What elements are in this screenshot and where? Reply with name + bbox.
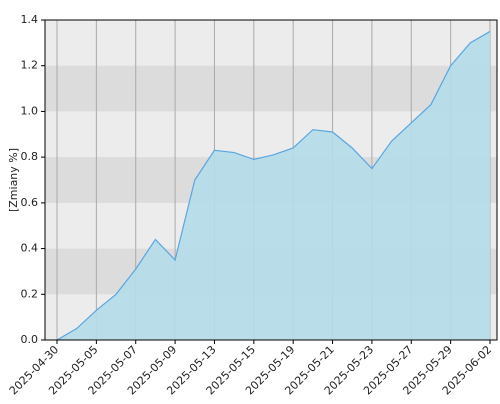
y-tick-label: 0.8 — [21, 150, 39, 163]
y-axis-label: [Zmiany %] — [7, 148, 20, 212]
y-tick-label: 0.4 — [21, 242, 39, 255]
y-tick-label: 1.4 — [21, 13, 39, 26]
y-tick-label: 0.2 — [21, 287, 39, 300]
y-tick-label: 1.0 — [21, 104, 39, 117]
y-tick-label: 0.0 — [21, 333, 39, 346]
grid-band — [45, 65, 497, 112]
plot-frame — [44, 19, 498, 341]
y-tick-label: 0.6 — [21, 196, 39, 209]
area-line — [56, 30, 491, 341]
area-fill — [57, 31, 490, 341]
y-tick-label: 1.2 — [21, 59, 39, 72]
